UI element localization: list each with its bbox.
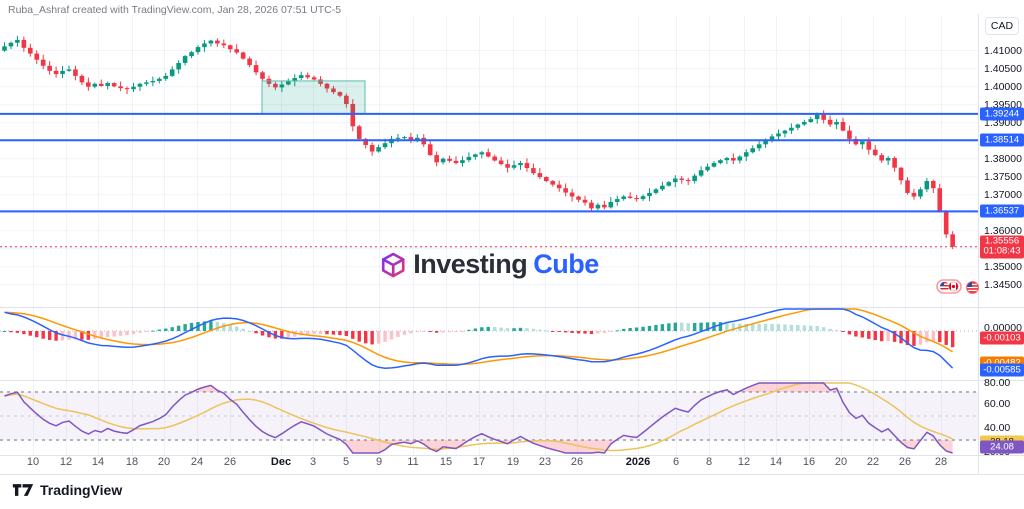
tradingview-branding[interactable]: TradingView	[12, 482, 122, 498]
tradingview-logo-text: TradingView	[40, 482, 123, 498]
currency-pair-flags-icon	[936, 279, 962, 299]
investingcube-logo-icon	[381, 252, 405, 277]
price-scale[interactable]	[978, 14, 1024, 474]
attribution-text: Ruba_Ashraf created with TradingView.com…	[8, 4, 342, 16]
watermark-text-investing: Investing	[413, 249, 528, 279]
time-scale[interactable]	[0, 455, 978, 474]
tradingview-logo-icon	[12, 484, 34, 496]
watermark: Investing Cube	[379, 249, 599, 280]
currency-scale-button[interactable]: CAD	[985, 17, 1019, 35]
us-flag-icon	[965, 280, 980, 300]
watermark-text-cube: Cube	[533, 249, 599, 279]
